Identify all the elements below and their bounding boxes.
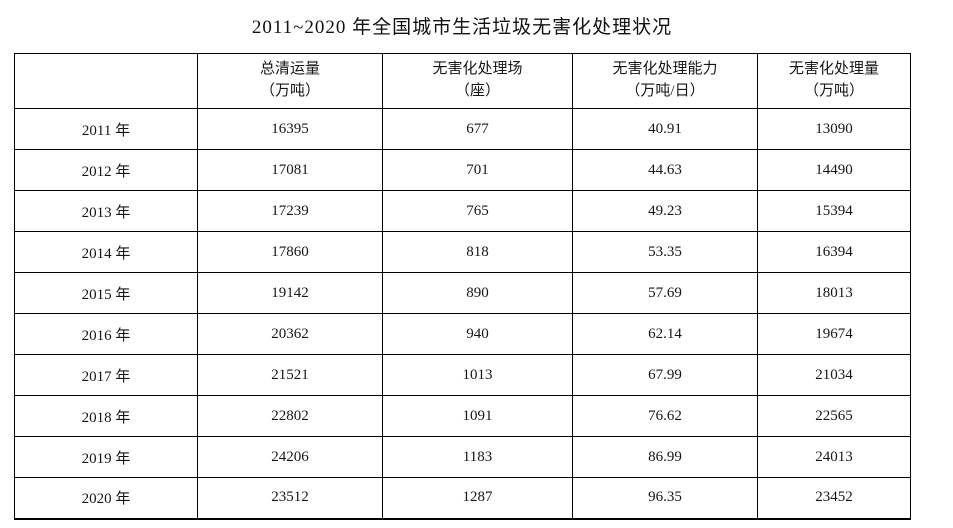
header-unit: （万吨） [803, 83, 864, 99]
value-cell: 17081 [197, 149, 383, 191]
year-cell: 2013 年 [14, 190, 198, 232]
table-row: 2014 年 17860 818 53.35 16394 [14, 231, 911, 273]
value-cell: 1183 [382, 436, 573, 478]
table-row: 2013 年 17239 765 49.23 15394 [14, 190, 911, 232]
table-row: 2017 年 21521 1013 67.99 21034 [14, 354, 911, 396]
header-label: 总清运量 [259, 61, 320, 78]
data-table: 总清运量 （万吨） 无害化处理场 （座） 无害化处理能力 （万吨/日） 无害化处… [14, 53, 911, 520]
year-cell: 2015 年 [14, 272, 198, 314]
value-cell: 19674 [757, 313, 911, 355]
value-cell: 16394 [757, 231, 911, 273]
value-cell: 677 [382, 108, 573, 150]
value-cell: 1013 [382, 354, 573, 396]
value-cell: 20362 [197, 313, 383, 355]
year-cell: 2020 年 [14, 477, 198, 519]
header-unit: （万吨） [259, 83, 320, 99]
value-cell: 21034 [757, 354, 911, 396]
value-cell: 44.63 [572, 149, 758, 191]
value-cell: 17239 [197, 190, 383, 232]
table-title: 2011~2020 年全国城市生活垃圾无害化处理状况 [251, 17, 673, 38]
year-cell: 2014 年 [14, 231, 198, 273]
value-cell: 940 [382, 313, 573, 355]
value-cell: 62.14 [572, 313, 758, 355]
value-cell: 40.91 [572, 108, 758, 150]
table-row: 2012 年 17081 701 44.63 14490 [14, 149, 911, 191]
header-unit: （座） [454, 83, 500, 99]
header-cell-treatment-capacity: 无害化处理能力 （万吨/日） [572, 53, 758, 109]
value-cell: 701 [382, 149, 573, 191]
value-cell: 57.69 [572, 272, 758, 314]
value-cell: 86.99 [572, 436, 758, 478]
value-cell: 18013 [757, 272, 911, 314]
value-cell: 21521 [197, 354, 383, 396]
header-unit: （万吨/日） [625, 83, 705, 99]
year-cell: 2019 年 [14, 436, 198, 478]
table-row: 2020 年 23512 1287 96.35 23452 [14, 477, 911, 519]
year-cell: 2016 年 [14, 313, 198, 355]
value-cell: 890 [382, 272, 573, 314]
value-cell: 22802 [197, 395, 383, 437]
value-cell: 23452 [757, 477, 911, 519]
value-cell: 765 [382, 190, 573, 232]
table-row: 2018 年 22802 1091 76.62 22565 [14, 395, 911, 437]
value-cell: 76.62 [572, 395, 758, 437]
value-cell: 17860 [197, 231, 383, 273]
table-body: 2011 年 16395 677 40.91 13090 2012 年 17081 701 44… [14, 108, 911, 519]
year-cell: 2012 年 [14, 149, 198, 191]
value-cell: 19142 [197, 272, 383, 314]
value-cell: 818 [382, 231, 573, 273]
header-label: 无害化处理能力 [612, 61, 718, 78]
value-cell: 22565 [757, 395, 911, 437]
value-cell: 67.99 [572, 354, 758, 396]
table-row: 2015 年 19142 890 57.69 18013 [14, 272, 911, 314]
year-cell: 2017 年 [14, 354, 198, 396]
header-cell-year [14, 53, 198, 109]
header-cell-total-collected: 总清运量 （万吨） [197, 53, 383, 109]
header-cell-treatment-plants: 无害化处理场 （座） [382, 53, 573, 109]
year-cell: 2018 年 [14, 395, 198, 437]
year-cell: 2011 年 [14, 108, 198, 150]
value-cell: 24013 [757, 436, 911, 478]
table-row: 2011 年 16395 677 40.91 13090 [14, 108, 911, 150]
value-cell: 96.35 [572, 477, 758, 519]
value-cell: 24206 [197, 436, 383, 478]
value-cell: 53.35 [572, 231, 758, 273]
value-cell: 49.23 [572, 190, 758, 232]
value-cell: 23512 [197, 477, 383, 519]
header-cell-treated-amount: 无害化处理量 （万吨） [757, 53, 911, 109]
header-label: 无害化处理量 [788, 61, 879, 78]
value-cell: 14490 [757, 149, 911, 191]
value-cell: 15394 [757, 190, 911, 232]
table-row: 2016 年 20362 940 62.14 19674 [14, 313, 911, 355]
header-label: 无害化处理场 [432, 61, 523, 78]
value-cell: 1287 [382, 477, 573, 519]
header-row: 总清运量 （万吨） 无害化处理场 （座） 无害化处理能力 （万吨/日） 无害化处… [14, 53, 911, 109]
value-cell: 1091 [382, 395, 573, 437]
table-row: 2019 年 24206 1183 86.99 24013 [14, 436, 911, 478]
value-cell: 13090 [757, 108, 911, 150]
value-cell: 16395 [197, 108, 383, 150]
